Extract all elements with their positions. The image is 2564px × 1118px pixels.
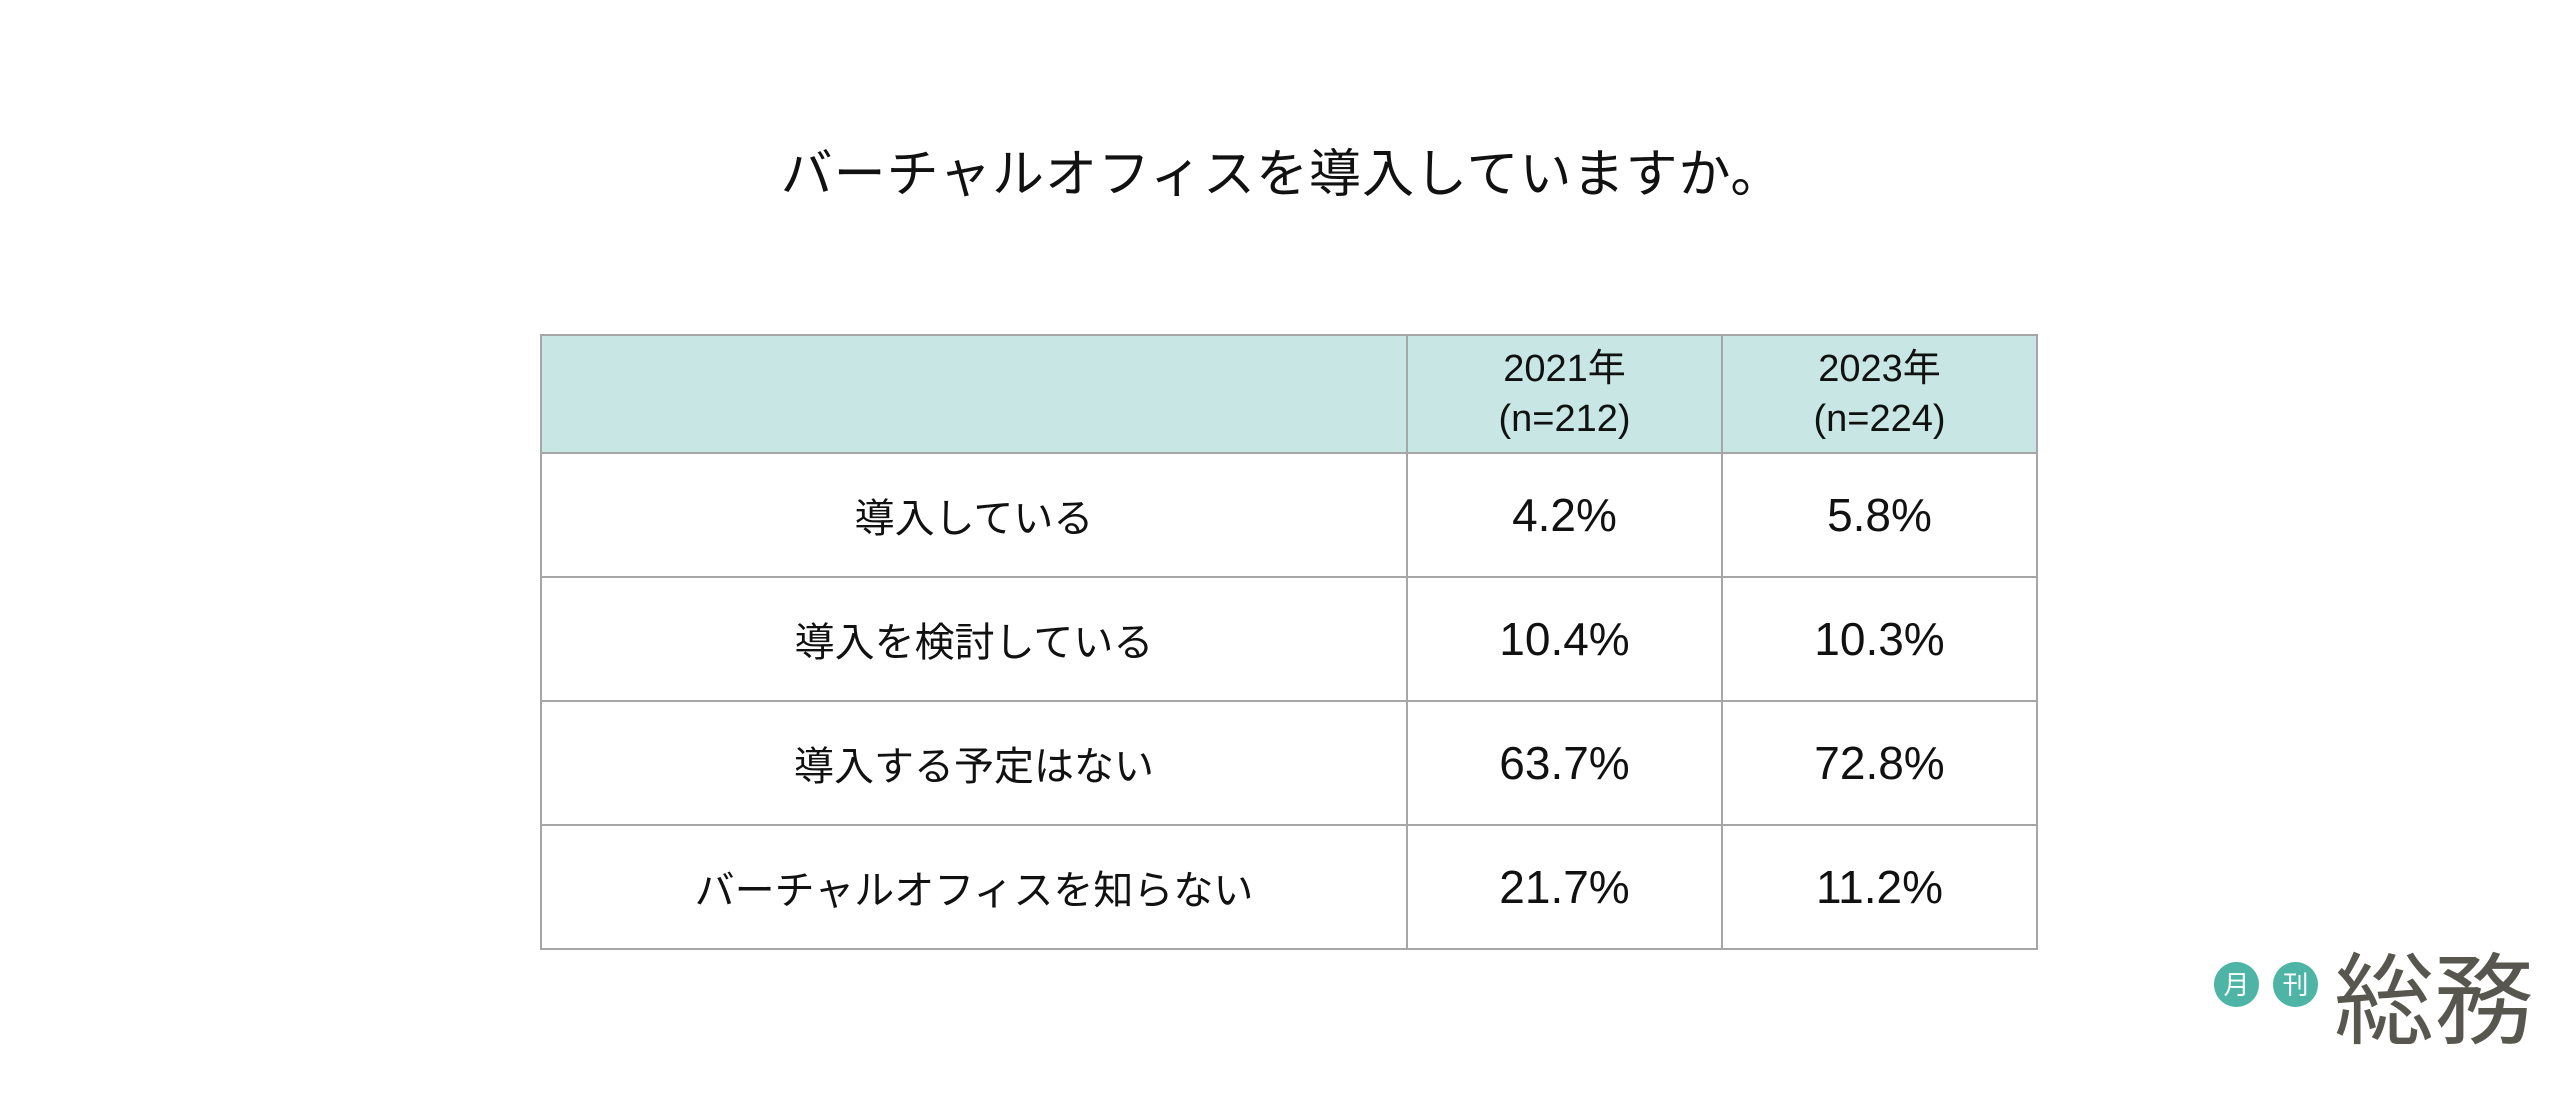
value-adopted-2021: 4.2% (1406, 452, 1723, 578)
value-considering-2021: 10.4% (1406, 576, 1723, 702)
header-n-2021: (n=212) (1498, 398, 1631, 440)
table-header: 2021年 (n=212) 2023年 (n=224) (540, 334, 2038, 454)
gekkan-soumu-logo: 月 刊 総務 (2214, 952, 2534, 1052)
row-label-no-plan: 導入する予定はない (540, 700, 1408, 826)
header-year-2021: 2021年 (1503, 347, 1626, 390)
table-body: 導入している 4.2% 5.8% 導入を検討している 10.4% 10.3% 導… (540, 452, 2038, 950)
value-unaware-2021: 21.7% (1406, 824, 1723, 950)
soumu-wordmark: 総務 (2334, 946, 2534, 1058)
survey-results-table: 2021年 (n=212) 2023年 (n=224) 導入している 4.2% … (540, 334, 2038, 950)
header-row: 2021年 (n=212) 2023年 (n=224) (540, 334, 2038, 454)
value-unaware-2023: 11.2% (1721, 824, 2038, 950)
table-row: バーチャルオフィスを知らない 21.7% 11.2% (540, 824, 2038, 950)
publication-circle-badge-icon: 刊 (2273, 962, 2318, 1007)
header-col-2023: 2023年 (n=224) (1721, 334, 2038, 454)
table-row: 導入を検討している 10.4% 10.3% (540, 576, 2038, 702)
table-row: 導入している 4.2% 5.8% (540, 452, 2038, 578)
value-no-plan-2021: 63.7% (1406, 700, 1723, 826)
value-adopted-2023: 5.8% (1721, 452, 2038, 578)
table-row: 導入する予定はない 63.7% 72.8% (540, 700, 2038, 826)
row-label-considering: 導入を検討している (540, 576, 1408, 702)
header-n-2023: (n=224) (1813, 398, 1946, 440)
row-label-unaware: バーチャルオフィスを知らない (540, 824, 1408, 950)
header-col-2021: 2021年 (n=212) (1406, 334, 1723, 454)
monthly-circle-badge-icon: 月 (2214, 962, 2259, 1007)
page-title: バーチャルオフィスを導入していますか。 (780, 146, 1784, 204)
header-corner-cell (540, 334, 1408, 454)
header-year-2023: 2023年 (1818, 347, 1941, 390)
value-no-plan-2023: 72.8% (1721, 700, 2038, 826)
row-label-adopted: 導入している (540, 452, 1408, 578)
value-considering-2023: 10.3% (1721, 576, 2038, 702)
